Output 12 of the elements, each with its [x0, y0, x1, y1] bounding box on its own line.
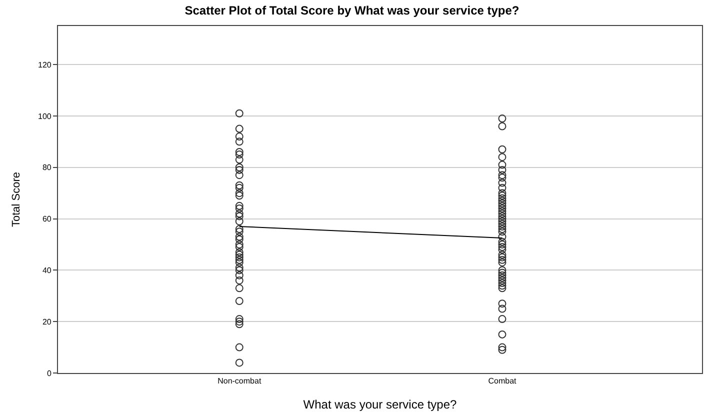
y-tick-label: 20	[42, 317, 52, 326]
y-axis-title: Total Score	[10, 172, 23, 228]
y-tick-label: 120	[38, 60, 52, 70]
chart-title: Scatter Plot of Total Score by What was your service type?	[184, 4, 520, 18]
y-tick-label: 40	[42, 266, 52, 275]
y-tick-label: 0	[46, 368, 52, 378]
x-tick-label: Combat	[488, 376, 518, 386]
y-tick-label: 80	[42, 163, 52, 172]
y-tick-label: 60	[42, 214, 52, 224]
y-tick-label: 100	[38, 112, 52, 121]
x-tick-label: Non-combat	[218, 376, 262, 386]
x-axis-title: What was your service type?	[303, 398, 458, 412]
